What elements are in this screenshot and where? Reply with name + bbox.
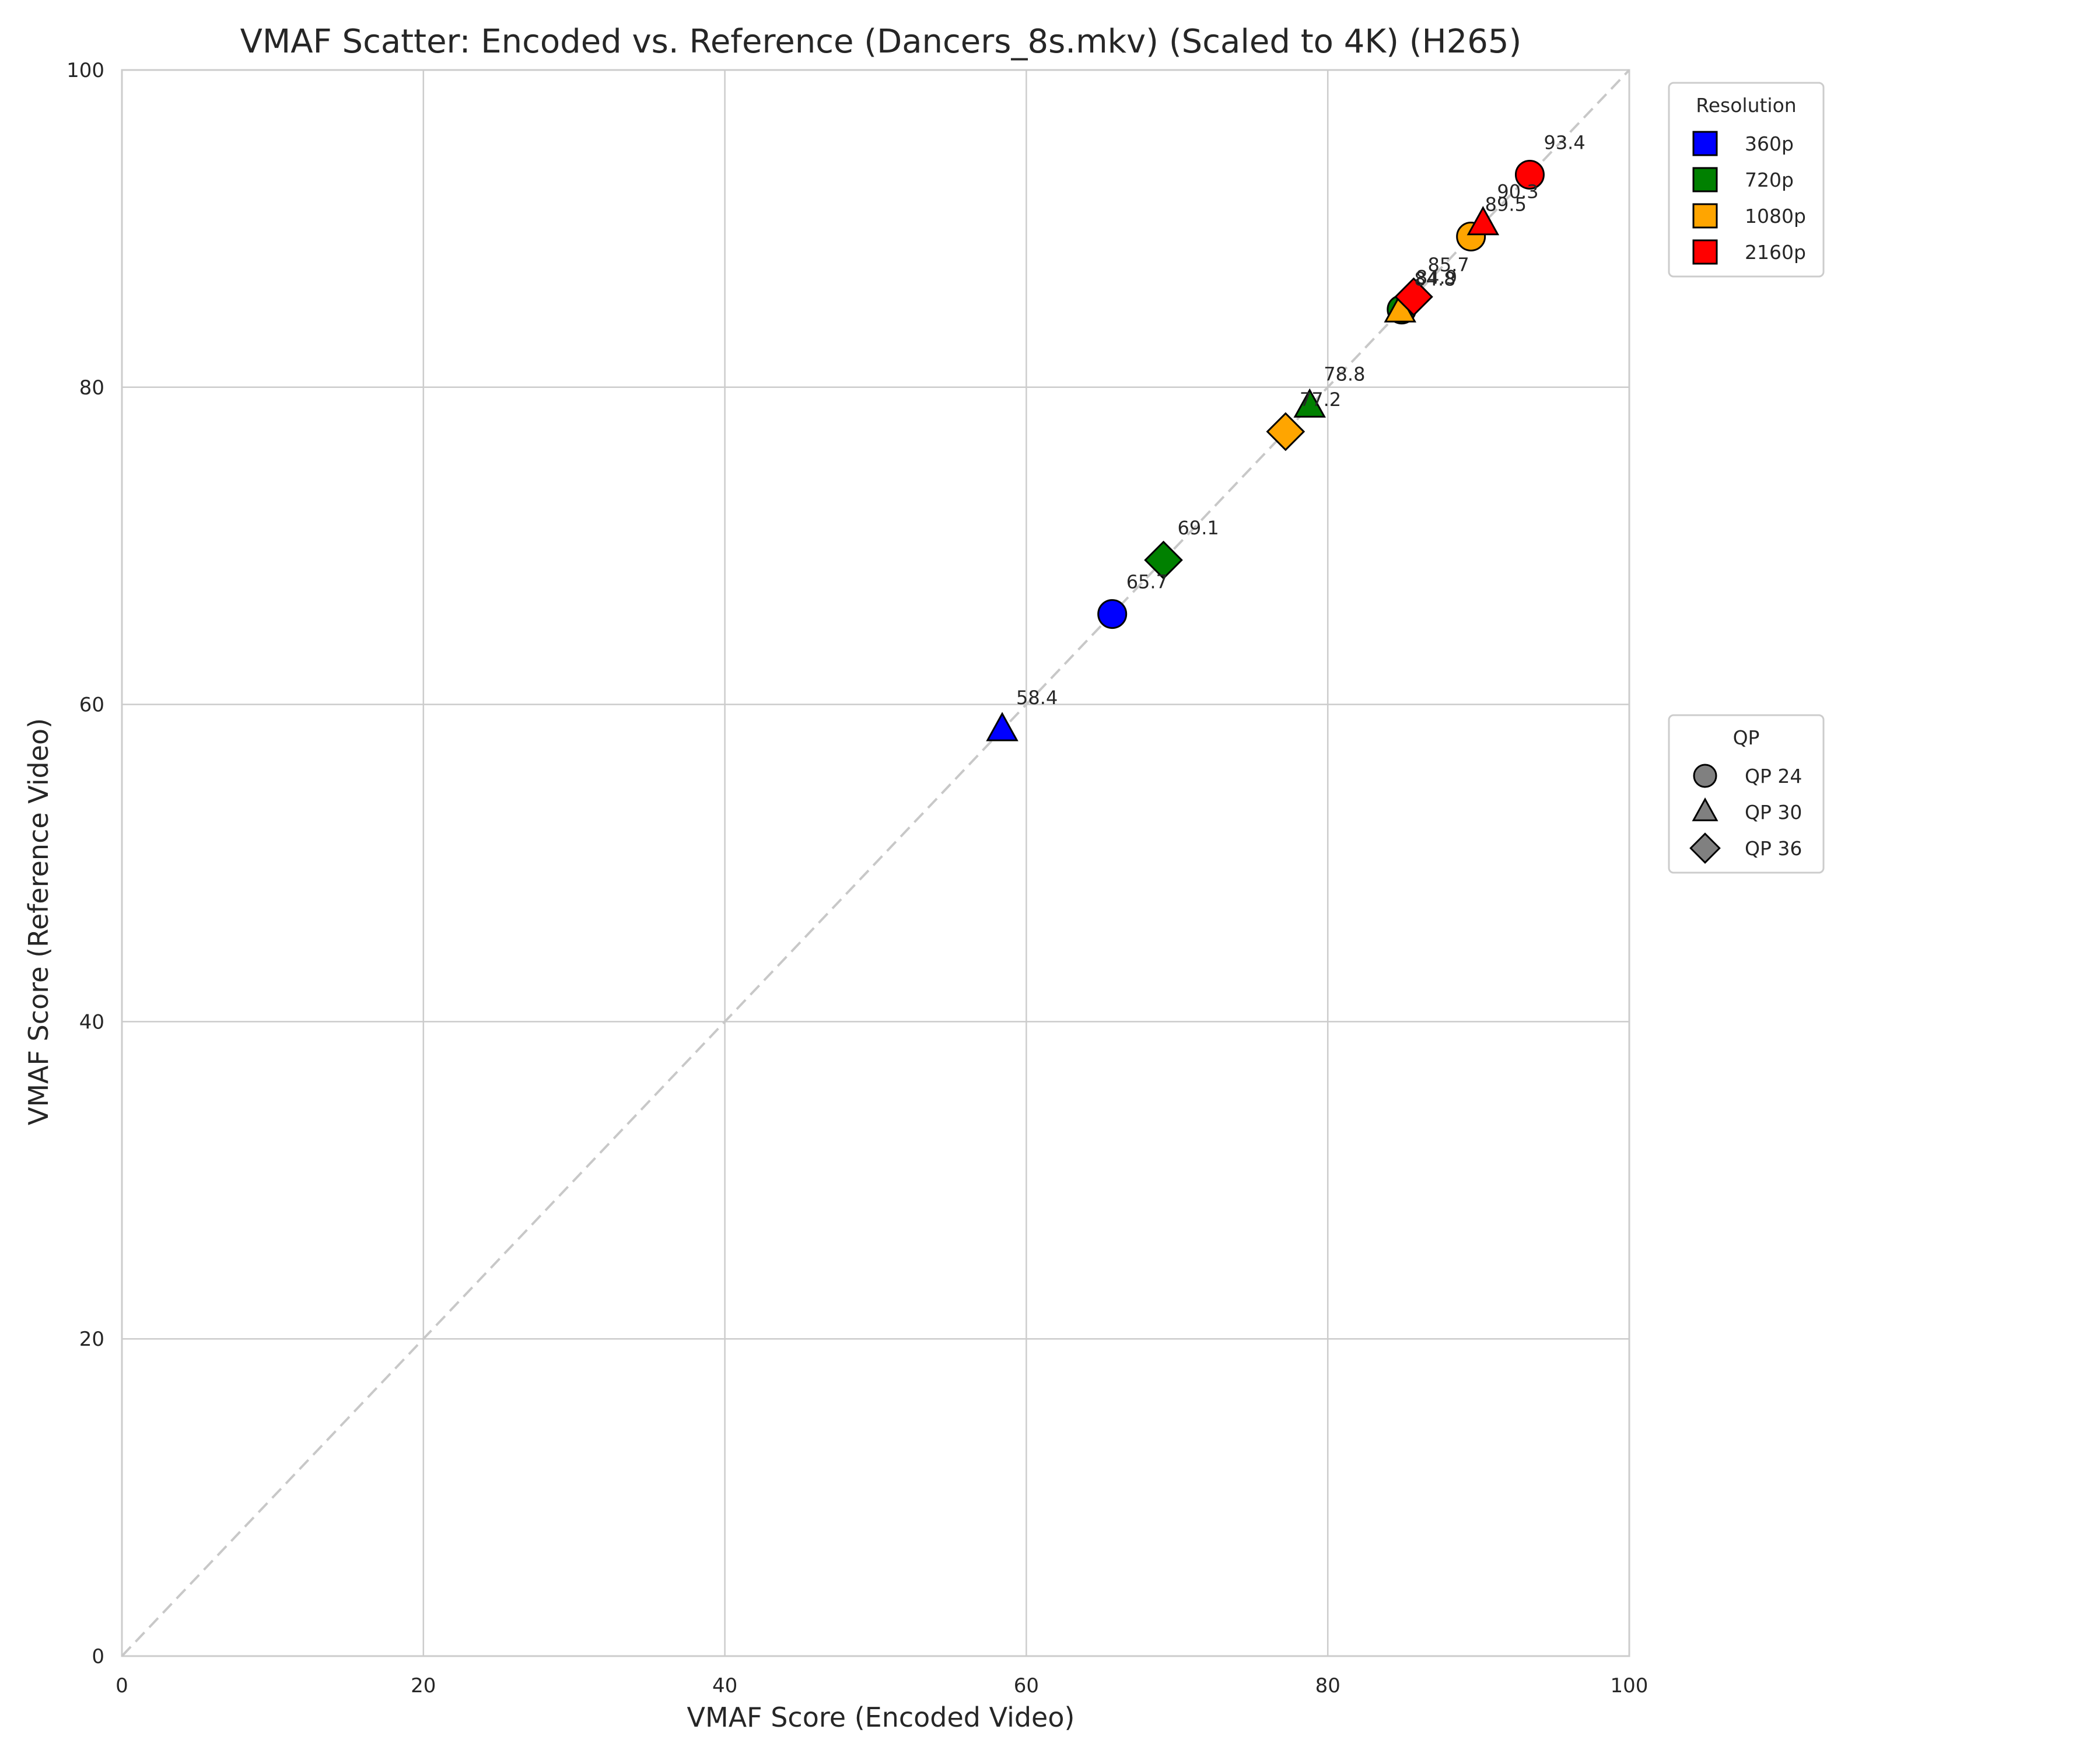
data-label: 78.8 [1324, 363, 1365, 385]
x-tick-label: 40 [712, 1674, 737, 1698]
legend-title: QP [1733, 726, 1760, 749]
chart-title: VMAF Scatter: Encoded vs. Reference (Dan… [240, 23, 1522, 61]
reference-line [121, 69, 1630, 1657]
data-point [1266, 412, 1306, 452]
y-axis-ticks: 0 20 40 60 80 100 [66, 59, 104, 1668]
y-tick-label: 40 [79, 1010, 104, 1034]
legend-entry-label: 720p [1745, 169, 1794, 191]
data-labels: 65.7 58.4 84.9 78.8 69.1 89.5 84.8 77.2 93.4 90.3… [1016, 131, 1586, 709]
data-label: 84.8 [1414, 268, 1455, 290]
legend-entry-label: 1080p [1745, 205, 1806, 228]
x-tick-label: 60 [1014, 1674, 1039, 1698]
data-point [1097, 599, 1128, 629]
data-label: 58.4 [1016, 687, 1058, 709]
data-label: 84.9 [1416, 267, 1457, 289]
legend-swatch [1692, 203, 1718, 229]
legend-marker [1693, 764, 1717, 788]
legend-swatch [1692, 131, 1718, 156]
legend-marker [1689, 832, 1721, 864]
x-axis-ticks: 0 20 40 60 80 100 [116, 1674, 1648, 1698]
data-label: 93.4 [1544, 131, 1585, 153]
y-axis-label: VMAF Score (Reference Video) [23, 718, 54, 1125]
legend-entry-label: QP 24 [1745, 765, 1802, 788]
x-axis-label: VMAF Score (Encoded Video) [687, 1702, 1075, 1733]
plot-area: 65.7 58.4 84.9 78.8 69.1 89.5 84.8 77.2 93.4 90.3… [121, 69, 1630, 1657]
x-tick-label: 100 [1611, 1674, 1648, 1698]
x-tick-label: 80 [1315, 1674, 1340, 1698]
legend-entry-label: 360p [1745, 132, 1794, 155]
data-point [986, 712, 1019, 741]
legend-swatch [1692, 167, 1718, 192]
legend-box [1668, 714, 1825, 874]
legend-marker [1692, 797, 1718, 821]
legend-title: Resolution [1696, 94, 1796, 117]
y-tick-label: 20 [79, 1328, 104, 1351]
data-label: 85.7 [1427, 254, 1469, 276]
y-tick-label: 80 [79, 376, 104, 400]
x-tick-label: 0 [116, 1674, 128, 1698]
data-label: 65.7 [1126, 571, 1168, 593]
data-label: 77.2 [1300, 388, 1341, 411]
data-point [1514, 159, 1545, 190]
data-point [1394, 277, 1433, 317]
data-label: 69.1 [1178, 517, 1219, 539]
legend-entry-label: QP 30 [1745, 801, 1802, 824]
data-point [1466, 206, 1500, 236]
data-label: 89.5 [1485, 193, 1527, 215]
y-tick-label: 60 [79, 694, 104, 717]
data-points [986, 159, 1545, 741]
data-point [1144, 540, 1183, 580]
data-label: 90.3 [1497, 181, 1538, 203]
x-tick-label: 20 [411, 1674, 436, 1698]
legend-swatch [1692, 239, 1718, 265]
legend-entry-label: QP 36 [1745, 837, 1802, 860]
y-tick-label: 0 [92, 1645, 104, 1668]
legend-qp: QP QP 24 QP 30 QP 36 [1668, 714, 1825, 874]
legend-entry-label: 2160p [1745, 241, 1806, 264]
data-point [1293, 388, 1326, 418]
legend-resolution: Resolution 360p 720p 1080p 2160p [1668, 82, 1825, 278]
plot-frame [121, 69, 1630, 1657]
y-tick-label: 100 [66, 59, 104, 82]
